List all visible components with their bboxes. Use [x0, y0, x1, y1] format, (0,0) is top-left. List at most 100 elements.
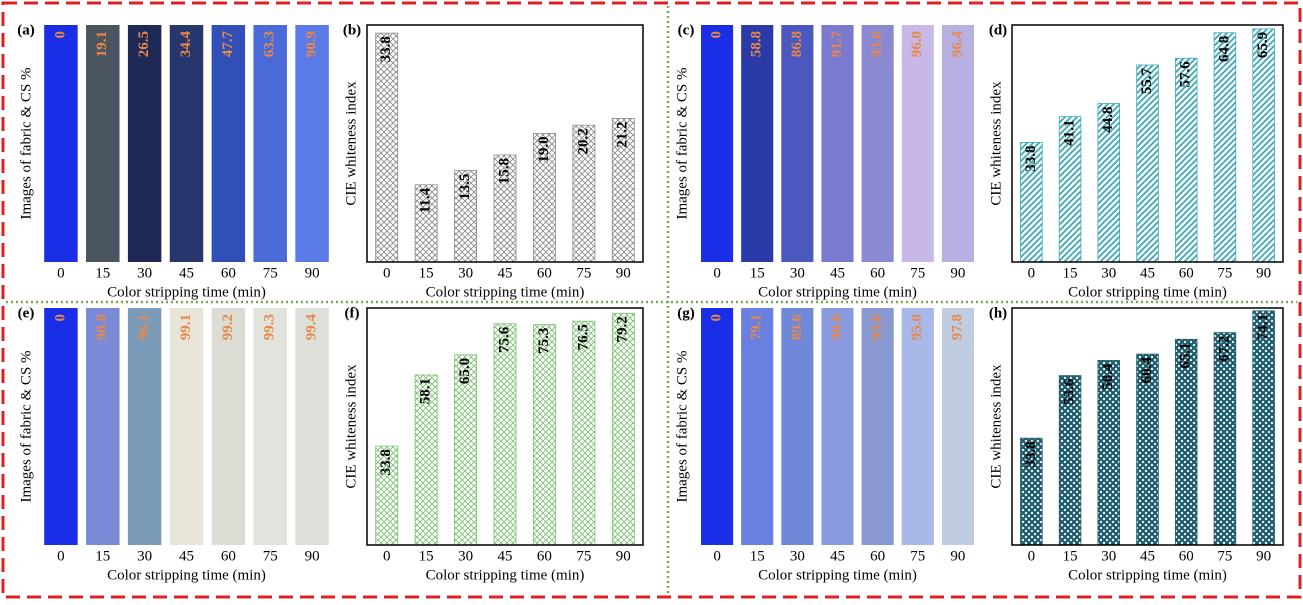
x-tick-label: 90: [1256, 548, 1271, 564]
x-tick-label: 0: [713, 265, 721, 281]
fabric-swatch: [942, 25, 974, 262]
x-tick-label: 75: [910, 265, 925, 281]
x-axis-label: Color stripping time (min): [1068, 284, 1227, 300]
value-label: 55.7: [1139, 67, 1155, 94]
value-label: 11.4: [418, 187, 434, 213]
x-tick-label: 60: [221, 548, 236, 564]
x-tick-label: 90: [616, 265, 631, 281]
bar: [494, 324, 516, 545]
value-label: 79.1: [749, 314, 765, 340]
value-label: 75.3: [536, 328, 552, 354]
fabric-swatch: [170, 25, 203, 262]
value-label: 41.1: [1062, 120, 1078, 146]
x-tick-label: 75: [1217, 548, 1232, 564]
x-axis-label: Color stripping time (min): [426, 567, 585, 583]
value-label: 13.5: [457, 174, 473, 200]
value-label: 33.8: [1023, 145, 1039, 171]
x-tick-label: 30: [137, 265, 152, 281]
fabric-swatch: [44, 308, 77, 545]
value-label: 33.8: [378, 449, 394, 475]
fabric-swatch: [253, 308, 286, 545]
value-label: 99.1: [178, 314, 194, 340]
x-tick-label: 30: [790, 265, 805, 281]
x-tick-label: 0: [1028, 265, 1036, 281]
fabric-swatch: [741, 25, 773, 262]
x-tick-label: 45: [1140, 265, 1155, 281]
value-label: 58.1: [418, 378, 434, 404]
value-label: 75.6: [496, 326, 512, 353]
panel-label: (h): [989, 305, 1007, 321]
x-tick-label: 60: [870, 548, 885, 564]
bar: [1253, 311, 1275, 545]
value-label: 19.0: [536, 136, 552, 162]
fabric-swatch: [821, 25, 853, 262]
x-tick-label: 90: [616, 548, 631, 564]
value-label: 63.3: [262, 31, 278, 57]
value-label: 0: [52, 314, 68, 322]
x-tick-label: 90: [305, 265, 320, 281]
x-axis-label: Color stripping time (min): [107, 567, 266, 583]
y-axis-label: Images of fabric & CS %: [674, 67, 690, 219]
x-tick-label: 75: [910, 548, 925, 564]
bar: [1175, 58, 1197, 262]
value-label: 58.8: [749, 31, 765, 57]
value-label: 0: [709, 31, 725, 39]
y-axis-label: CIE whiteness index: [988, 364, 1004, 489]
x-tick-label: 60: [537, 548, 552, 564]
x-tick-label: 90: [950, 548, 965, 564]
value-label: 90.6: [829, 314, 845, 341]
panel-label: (f): [345, 305, 360, 321]
x-tick-label: 15: [419, 548, 434, 564]
fabric-swatch: [295, 25, 328, 262]
x-tick-label: 75: [1217, 265, 1232, 281]
value-label: 67.2: [1216, 336, 1232, 362]
y-axis-label: Images of fabric & CS %: [18, 350, 34, 502]
bar: [1175, 339, 1197, 545]
x-tick-label: 45: [179, 265, 194, 281]
value-label: 65.1: [1178, 342, 1194, 368]
value-label: 21.2: [615, 121, 631, 147]
value-label: 95.0: [909, 314, 925, 340]
value-label: 79.2: [615, 316, 631, 342]
fabric-swatch: [862, 308, 894, 545]
y-axis-label: Images of fabric & CS %: [674, 350, 690, 502]
panel-label: (d): [989, 22, 1007, 38]
x-tick-label: 0: [383, 265, 391, 281]
fabric-swatch: [170, 308, 203, 545]
x-tick-label: 30: [458, 548, 473, 564]
x-tick-label: 90: [1256, 265, 1271, 281]
fabric-swatch: [212, 308, 245, 545]
value-label: 96.4: [949, 31, 965, 58]
value-label: 96.0: [909, 31, 925, 57]
panel-label: (g): [677, 305, 695, 321]
value-label: 64.8: [1216, 36, 1232, 62]
value-label: 19.1: [94, 31, 110, 57]
x-tick-label: 45: [830, 265, 845, 281]
value-label: 33.8: [378, 36, 394, 62]
value-label: 65.0: [457, 358, 473, 384]
value-label: 99.2: [220, 314, 236, 340]
fabric-swatch: [902, 25, 934, 262]
value-label: 97.8: [949, 314, 965, 340]
bar: [612, 313, 634, 545]
value-label: 99.4: [304, 314, 320, 341]
bar: [533, 325, 555, 545]
value-label: 91.7: [829, 31, 845, 58]
x-tick-label: 0: [1028, 548, 1036, 564]
fabric-swatch: [44, 25, 77, 262]
x-axis-label: Color stripping time (min): [758, 567, 917, 583]
x-tick-label: 0: [713, 548, 721, 564]
fabric-swatch: [862, 25, 894, 262]
panel-label: (e): [18, 305, 35, 321]
x-axis-label: Color stripping time (min): [1068, 567, 1227, 583]
panel-label: (a): [17, 22, 35, 38]
fabric-swatch: [128, 308, 161, 545]
panel-label: (c): [678, 22, 695, 38]
x-tick-label: 75: [576, 265, 591, 281]
x-tick-label: 45: [830, 548, 845, 564]
fabric-swatch: [701, 25, 733, 262]
value-label: 58.4: [1100, 363, 1116, 390]
fabric-swatch: [902, 308, 934, 545]
x-tick-label: 45: [1140, 548, 1155, 564]
fabric-swatch: [253, 25, 286, 262]
